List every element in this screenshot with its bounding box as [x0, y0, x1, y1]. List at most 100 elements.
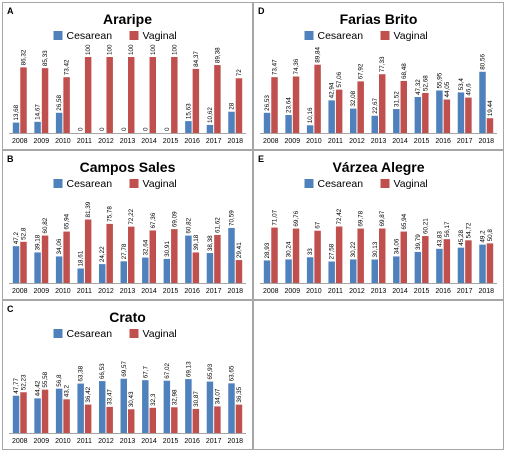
- data-label-vaginal-2014: 100: [150, 44, 157, 55]
- chart-title: Araripe: [103, 11, 152, 27]
- data-label-vaginal-2011: 100: [85, 44, 92, 55]
- bar-cesarean-2008: [263, 260, 271, 283]
- chart-farias-brito: D Farias Brito Cesarean Vaginal 26,53 73,47 20…: [258, 6, 497, 145]
- data-label-vaginal-2015: 52,68: [422, 75, 429, 91]
- bar-cesarean-2009: [285, 115, 292, 133]
- x-tick-label-2013: 2013: [120, 288, 136, 295]
- bar-cesarean-2011: [328, 100, 335, 133]
- data-label-vaginal-2017: 46,6: [465, 83, 472, 96]
- panel-letter: B: [7, 154, 14, 164]
- bar-vaginal-2008: [20, 392, 27, 433]
- x-tick-label-2017: 2017: [206, 288, 222, 295]
- x-tick-label-2009: 2009: [34, 138, 50, 145]
- data-label-cesarean-2017: 45,28: [458, 229, 465, 245]
- data-label-cesarean-2016: 55,95: [436, 72, 443, 88]
- data-label-vaginal-2014: 68,48: [401, 63, 408, 79]
- data-label-cesarean-2008: 13,68: [13, 104, 20, 120]
- data-label-vaginal-2016: 39,18: [193, 234, 200, 250]
- data-label-cesarean-2011: 18,61: [78, 250, 85, 266]
- data-label-cesarean-2008: 28,93: [264, 242, 271, 258]
- bar-cesarean-2012: [349, 259, 357, 283]
- bar-vaginal-2011: [84, 404, 92, 433]
- bar-vaginal-2014: [149, 230, 157, 283]
- data-label-cesarean-2012: 0: [99, 127, 106, 131]
- bar-cesarean-2018: [479, 244, 486, 283]
- data-label-vaginal-2018: 29,41: [236, 242, 243, 258]
- data-label-cesarean-2013: 0: [121, 127, 128, 131]
- panel-empty: [253, 300, 504, 450]
- data-label-cesarean-2016: 15,63: [185, 103, 192, 119]
- data-label-vaginal-2013: 100: [128, 44, 135, 55]
- bar-vaginal-2018: [235, 404, 243, 433]
- bar-vaginal-2008: [20, 67, 27, 133]
- bar-vaginal-2011: [84, 219, 92, 283]
- bar-cesarean-2012: [98, 264, 106, 283]
- data-label-cesarean-2016: 60,82: [185, 217, 192, 233]
- bar-vaginal-2017: [214, 406, 221, 433]
- data-label-vaginal-2010: 43,2: [64, 385, 71, 398]
- x-tick-label-2011: 2011: [328, 138, 343, 145]
- x-tick-label-2014: 2014: [392, 288, 408, 295]
- legend-label-vaginal: Vaginal: [143, 328, 177, 340]
- x-tick-label-2010: 2010: [306, 288, 322, 295]
- bar-vaginal-2012: [106, 406, 113, 433]
- x-tick-label-2008: 2008: [263, 288, 279, 295]
- data-label-cesarean-2015: 30,91: [164, 241, 171, 257]
- legend-label-cesarean: Cesarean: [67, 328, 113, 340]
- data-label-vaginal-2010: 73,42: [64, 59, 71, 75]
- data-label-vaginal-2018: 50,8: [487, 229, 494, 242]
- data-label-cesarean-2009: 14,67: [35, 104, 42, 120]
- x-tick-label-2016: 2016: [435, 138, 451, 145]
- data-label-cesarean-2013: 30,13: [372, 241, 379, 257]
- x-tick-label-2014: 2014: [392, 138, 408, 145]
- data-label-cesarean-2011: 0: [78, 127, 85, 131]
- x-tick-label-2014: 2014: [141, 288, 157, 295]
- bar-vaginal-2015: [422, 92, 429, 133]
- bar-cesarean-2017: [457, 92, 465, 133]
- data-label-cesarean-2015: 0: [164, 127, 171, 131]
- bar-cesarean-2015: [163, 380, 171, 433]
- bar-cesarean-2018: [479, 71, 486, 133]
- bar-vaginal-2015: [171, 229, 178, 283]
- data-label-cesarean-2016: 43,83: [436, 231, 443, 247]
- bar-cesarean-2010: [55, 112, 63, 133]
- bar-vaginal-2009: [41, 68, 49, 133]
- x-tick-label-2011: 2011: [77, 288, 92, 295]
- data-label-vaginal-2017: 34,07: [214, 388, 221, 404]
- bar-cesarean-2009: [34, 121, 41, 133]
- bar-vaginal-2010: [314, 64, 321, 133]
- bar-vaginal-2017: [465, 97, 472, 133]
- chart-title: Campos Sales: [80, 159, 176, 175]
- data-label-cesarean-2017: 65,93: [207, 363, 214, 379]
- bar-cesarean-2014: [142, 257, 149, 283]
- bar-vaginal-2009: [292, 76, 300, 133]
- data-label-vaginal-2012: 67,92: [358, 63, 365, 79]
- x-tick-label-2009: 2009: [34, 438, 50, 445]
- data-label-cesarean-2010: 33: [307, 248, 314, 256]
- bar-cesarean-2011: [77, 268, 84, 283]
- x-tick-label-2015: 2015: [414, 288, 430, 295]
- legend-swatch-cesarean: [53, 31, 63, 40]
- data-label-cesarean-2018: 70,59: [228, 210, 235, 226]
- x-tick-label-2017: 2017: [206, 138, 222, 145]
- x-tick-label-2017: 2017: [206, 438, 222, 445]
- panel-varzea-alegre: E Várzea Alegre Cesarean Vaginal 28,93 71,07 2…: [253, 150, 504, 300]
- bar-cesarean-2015: [414, 97, 422, 133]
- chart-campos-sales: B Campos Sales Cesarean Vaginal 47,2 52,8 2008…: [7, 154, 246, 295]
- x-tick-label-2017: 2017: [457, 288, 473, 295]
- data-label-vaginal-2016: 56,17: [444, 221, 451, 237]
- bar-cesarean-2013: [371, 115, 378, 133]
- chart-title: Várzea Alegre: [332, 159, 424, 175]
- bar-cesarean-2016: [436, 248, 443, 283]
- bar-cesarean-2008: [12, 395, 20, 433]
- data-label-cesarean-2014: 0: [142, 127, 149, 131]
- bar-cesarean-2016: [185, 235, 192, 283]
- panel-letter: A: [7, 6, 14, 16]
- panel-letter: C: [7, 304, 14, 314]
- data-label-cesarean-2012: 30,22: [350, 241, 357, 257]
- data-label-cesarean-2014: 31,52: [393, 91, 400, 107]
- bar-cesarean-2014: [393, 109, 400, 133]
- x-tick-label-2018: 2018: [227, 438, 243, 445]
- data-label-vaginal-2016: 30,87: [193, 391, 200, 407]
- bar-cesarean-2010: [306, 125, 314, 133]
